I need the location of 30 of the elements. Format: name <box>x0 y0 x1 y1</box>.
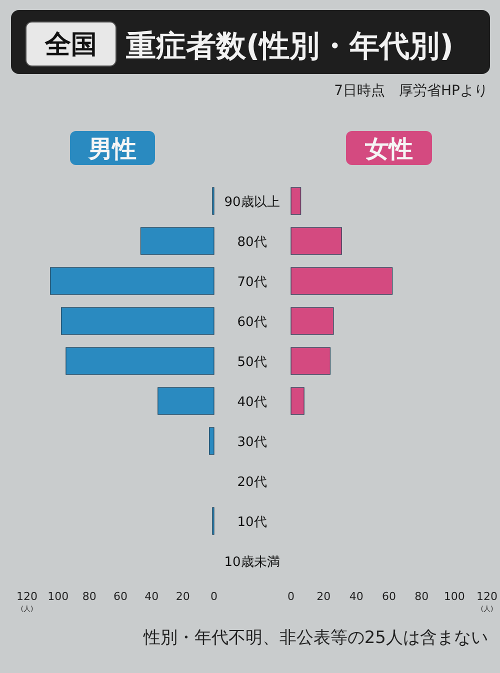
y-tick-label: 50代 <box>237 355 267 370</box>
x-tick-label: 0 <box>210 590 218 603</box>
text: 7日時点 厚労省HPより <box>334 83 488 99</box>
x-tick-label: 80 <box>414 590 429 603</box>
y-tick-label: 80代 <box>237 235 267 250</box>
chart-title: 全国 <box>44 30 97 60</box>
text: 重症者数(性別・年代別) <box>126 29 454 64</box>
x-tick-label: 0 <box>288 590 294 603</box>
x-tick-label: 100 <box>48 590 69 603</box>
x-tick-label: 20 <box>316 590 331 603</box>
y-tick-label: 10代 <box>237 515 267 530</box>
y-tick-label: 20代 <box>237 475 267 490</box>
x-tick-label: 60 <box>382 590 396 603</box>
x-tick-label: 60 <box>114 590 128 603</box>
x-tick-label: 20 <box>176 590 190 603</box>
text: 性別・年代不明、非公表等の25人は含まない <box>142 628 488 648</box>
x-tick-label: 40 <box>144 590 159 603</box>
y-tick-label: 90歳以上 <box>224 195 280 210</box>
y-tick-label: 40代 <box>237 395 267 410</box>
text: 女性 <box>364 135 413 163</box>
x-tick-label: 40 <box>349 590 364 603</box>
x-tick-label: 80 <box>82 590 96 603</box>
y-tick-label: 10歳未満 <box>224 555 280 570</box>
x-tick-label: 120 <box>16 590 38 603</box>
x-tick-label: 100 <box>444 590 465 603</box>
y-tick-label: 30代 <box>237 435 267 450</box>
text: 男性 <box>88 135 136 163</box>
y-tick-label: 60代 <box>237 315 267 330</box>
y-tick-label: 70代 <box>237 275 267 290</box>
x-tick-label: 120 <box>476 590 498 603</box>
